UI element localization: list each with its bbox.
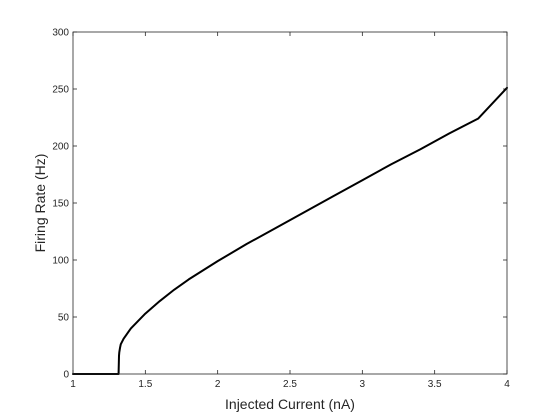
y-tick-label: 250 xyxy=(52,85,69,96)
y-tick-label: 200 xyxy=(52,142,69,153)
x-tick-label: 2 xyxy=(215,379,221,390)
plot-area xyxy=(73,32,507,374)
x-tick-label: 2.5 xyxy=(283,379,297,390)
y-axis-label: Firing Rate (Hz) xyxy=(32,154,48,253)
y-tick-label: 0 xyxy=(63,370,69,381)
x-tick-label: 1 xyxy=(70,379,76,390)
x-axis-label: Injected Current (nA) xyxy=(225,396,355,412)
y-tick-label: 150 xyxy=(52,199,69,210)
x-tick-label: 1.5 xyxy=(138,379,152,390)
x-tick-label: 4 xyxy=(504,379,510,390)
tick-labels: 1 1.5 2 2.5 3 3.5 4 0 50 100 150 200 250 300 xyxy=(52,28,510,391)
series-line xyxy=(72,86,508,375)
x-tick-label: 3.5 xyxy=(428,379,442,390)
y-tick-label: 300 xyxy=(52,28,69,39)
y-tick-label: 100 xyxy=(52,256,69,267)
axes-box xyxy=(72,31,508,375)
y-tick-label: 50 xyxy=(58,313,70,324)
x-tick-label: 3 xyxy=(360,379,366,390)
